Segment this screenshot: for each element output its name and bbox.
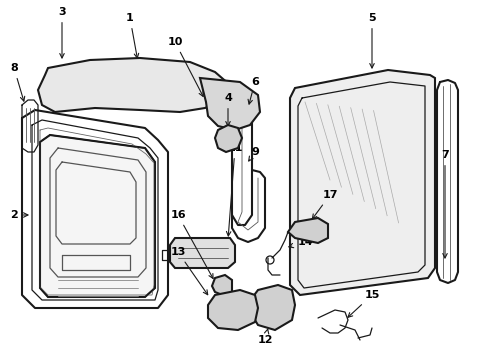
Text: 8: 8: [10, 63, 24, 101]
Text: 5: 5: [368, 13, 376, 68]
Polygon shape: [40, 135, 155, 297]
Polygon shape: [288, 218, 328, 243]
Polygon shape: [208, 290, 258, 330]
Text: 15: 15: [348, 290, 380, 317]
Polygon shape: [250, 285, 295, 330]
Text: 3: 3: [58, 7, 66, 58]
Text: 11: 11: [226, 143, 243, 236]
Text: 12: 12: [257, 329, 273, 345]
Text: 2: 2: [10, 210, 28, 220]
Text: 7: 7: [441, 150, 449, 258]
Text: 17: 17: [313, 190, 338, 219]
Text: 10: 10: [167, 37, 203, 96]
Polygon shape: [170, 238, 235, 268]
Polygon shape: [212, 275, 232, 296]
Text: 9: 9: [249, 147, 259, 161]
Polygon shape: [38, 58, 230, 112]
Text: 6: 6: [248, 77, 259, 104]
Polygon shape: [200, 78, 260, 130]
Text: 16: 16: [170, 210, 213, 279]
Polygon shape: [215, 125, 242, 152]
Text: 14: 14: [289, 237, 313, 248]
Text: 4: 4: [224, 93, 232, 126]
Text: 13: 13: [171, 247, 208, 295]
Polygon shape: [290, 70, 435, 295]
Text: 1: 1: [126, 13, 139, 58]
